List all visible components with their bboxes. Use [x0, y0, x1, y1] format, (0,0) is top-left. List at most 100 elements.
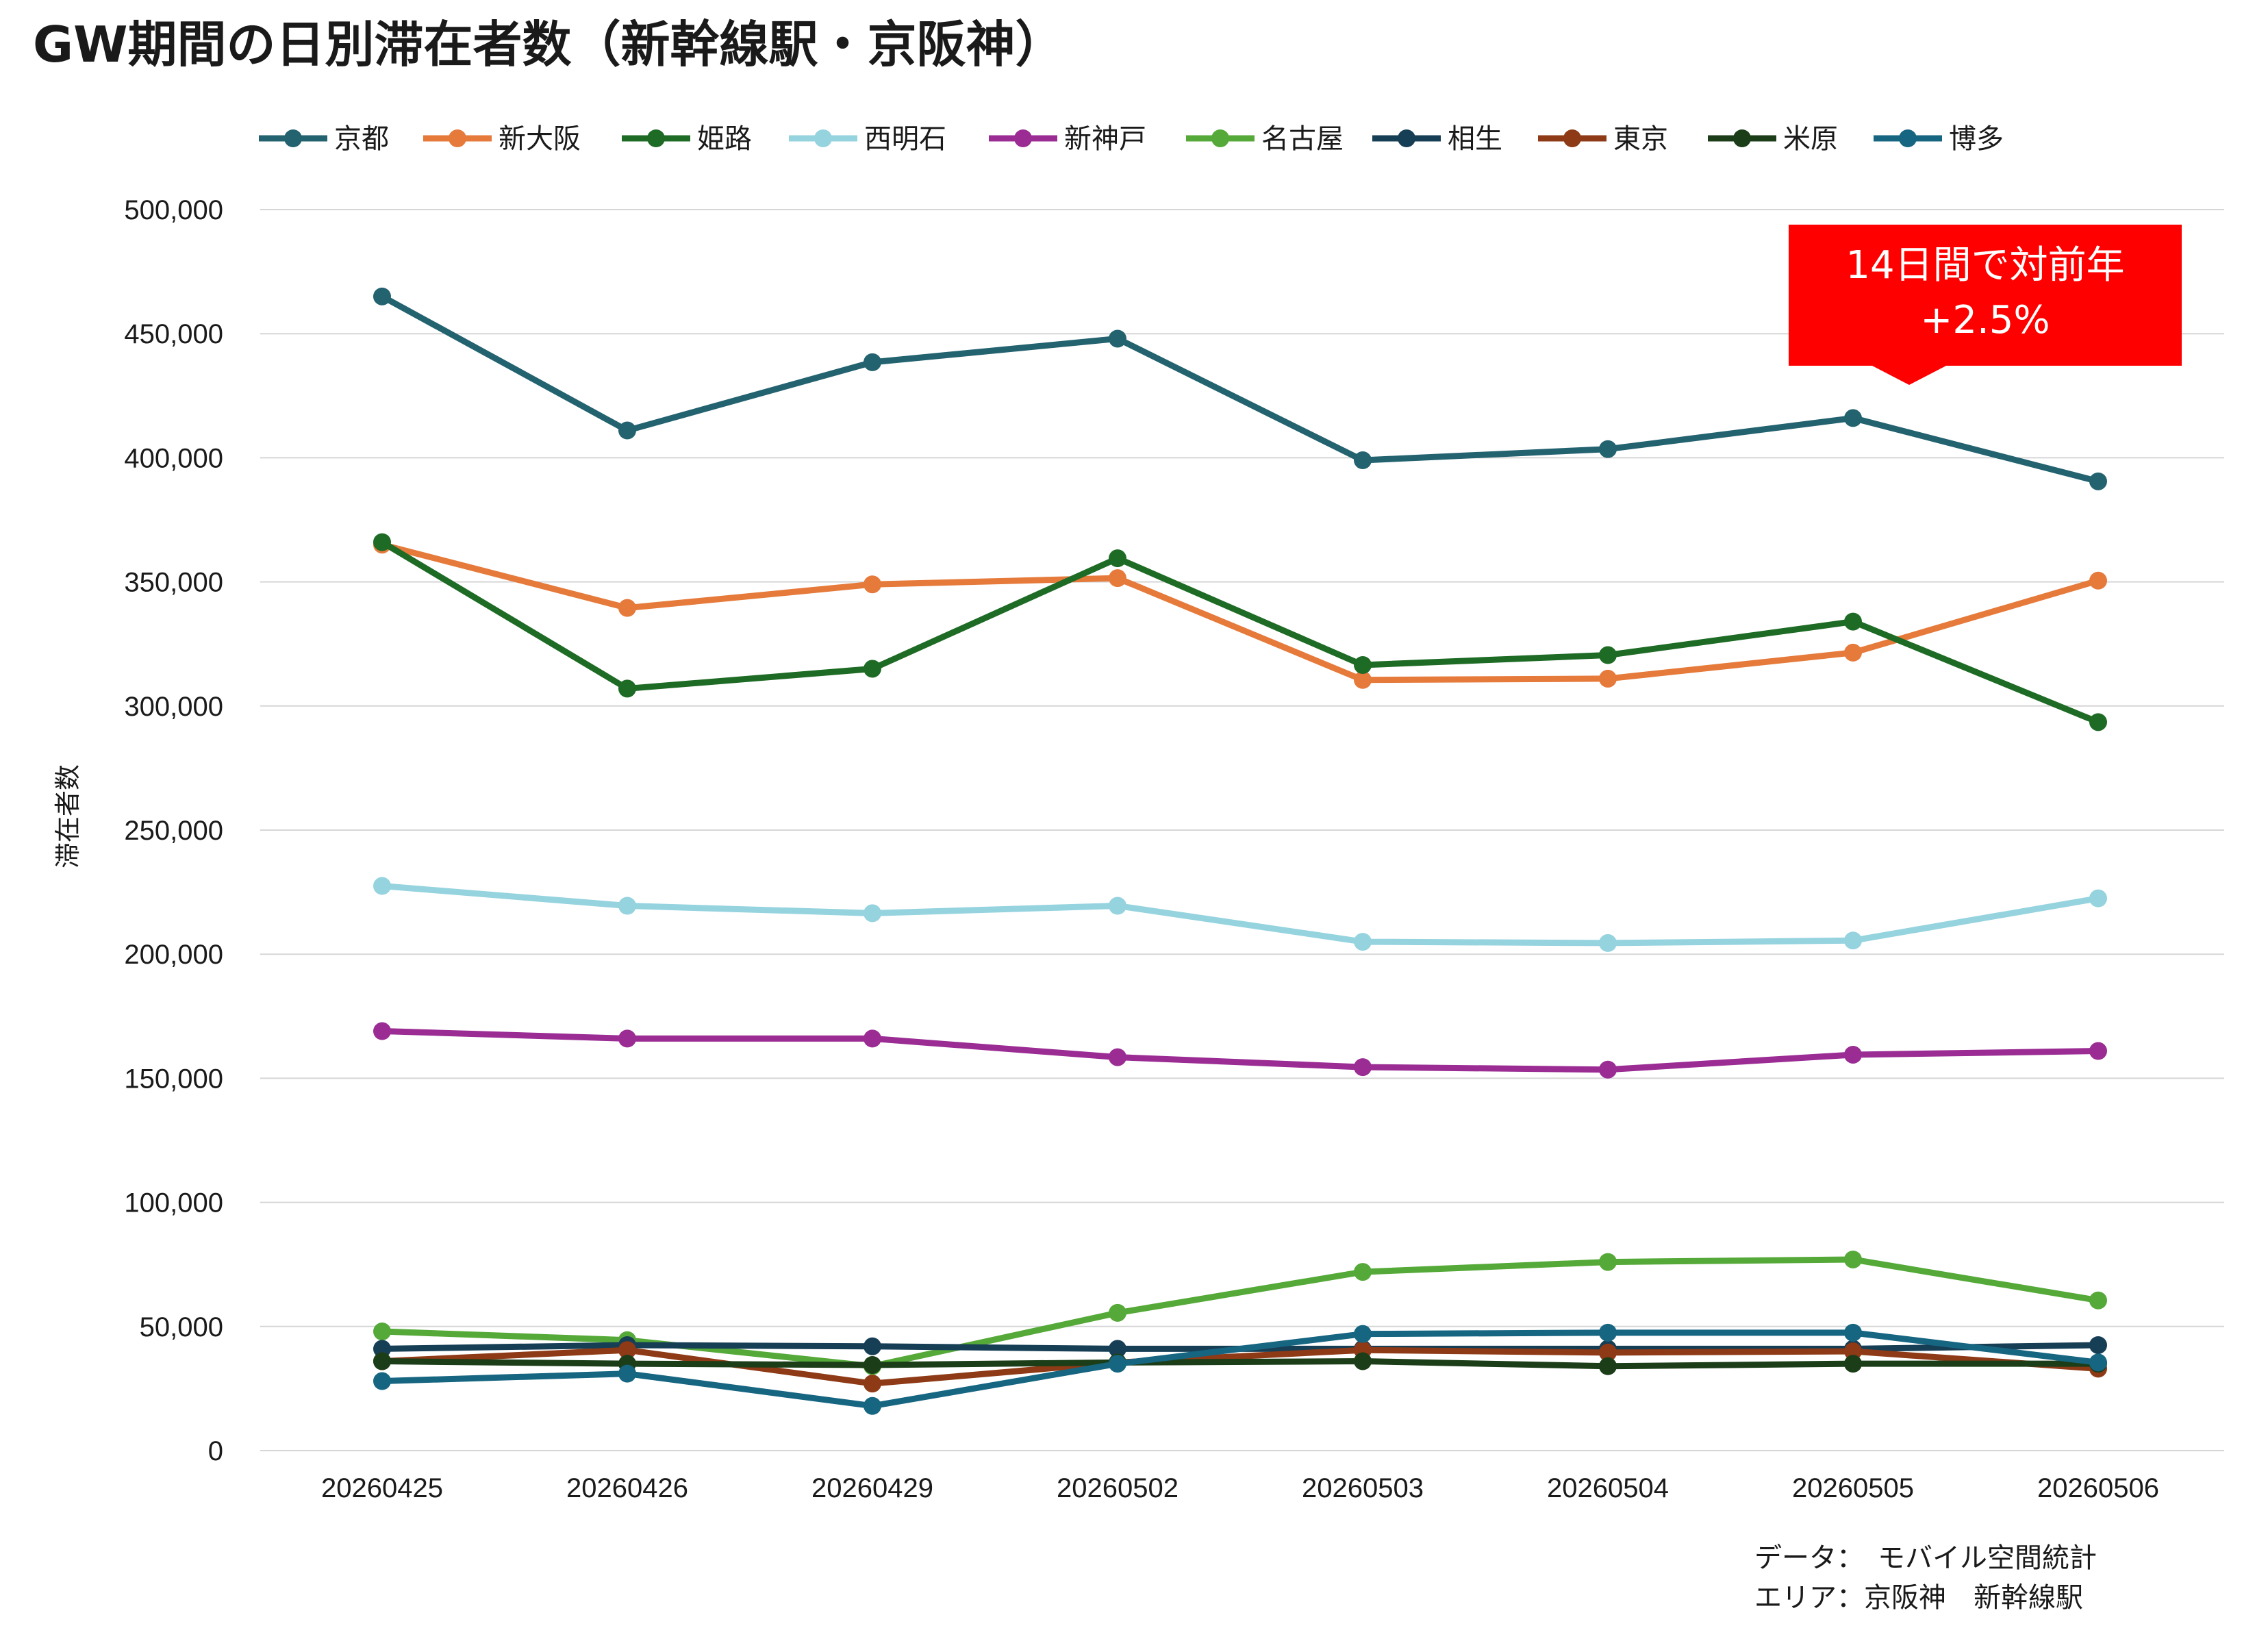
data-point [1599, 934, 1617, 952]
legend-marker [1899, 129, 1917, 147]
legend-label: 米原 [1783, 123, 1838, 155]
x-tick-label: 20260503 [1302, 1473, 1424, 1503]
data-point [373, 1372, 391, 1390]
y-tick-label: 0 [208, 1436, 223, 1466]
series-line [379, 1358, 2102, 1370]
legend-marker [449, 129, 466, 147]
series-line [379, 1329, 2102, 1410]
series-line [379, 541, 2102, 684]
series-lines [373, 287, 2107, 1415]
legend-item: 米原 [1708, 123, 1838, 155]
data-point [2089, 472, 2107, 490]
y-tick-label: 250,000 [124, 816, 223, 846]
legend-marker [1398, 129, 1415, 147]
data-point [1109, 569, 1126, 588]
data-point [618, 1029, 636, 1048]
legend-marker [1563, 129, 1581, 147]
x-tick-label: 20260502 [1057, 1473, 1179, 1503]
data-point [1599, 1357, 1617, 1375]
data-point [864, 1396, 881, 1415]
y-tick-label: 400,000 [124, 443, 223, 473]
data-point [1844, 612, 1862, 631]
data-point [1354, 1352, 1372, 1370]
series-line [379, 293, 2102, 485]
series-line [379, 539, 2102, 725]
data-point [1109, 897, 1126, 915]
data-point [1109, 1303, 1126, 1322]
legend-label: 西明石 [864, 123, 946, 155]
data-point [864, 660, 881, 678]
data-point [1354, 1325, 1372, 1343]
data-point [864, 353, 881, 371]
source-line2: エリア：京阪神 新幹線駅 [1754, 1582, 2083, 1614]
legend-item: 京都 [259, 123, 389, 155]
data-point [1599, 646, 1617, 664]
callout-line1: 14日間で対前年 [1845, 243, 2124, 288]
data-point [1844, 1323, 1862, 1342]
data-point [2089, 889, 2107, 907]
legend-label: 京都 [334, 123, 389, 155]
legend-label: 新大阪 [499, 123, 581, 155]
series-京都 [373, 287, 2107, 490]
data-point [618, 897, 636, 915]
data-point [1844, 1250, 1862, 1268]
data-point [373, 533, 391, 551]
legend-item: 名古屋 [1186, 123, 1344, 155]
data-point [864, 1029, 881, 1048]
data-point [1109, 1048, 1126, 1066]
data-point [864, 575, 881, 594]
data-point [373, 1340, 391, 1358]
y-axis-ticks: 0 50,000 100,000 150,000 200,000 250,000 300,0… [124, 195, 223, 1466]
series-line [379, 1028, 2102, 1073]
y-tick-label: 100,000 [124, 1188, 223, 1218]
data-point [1844, 643, 1862, 662]
data-point [1844, 931, 1862, 950]
data-point [1599, 440, 1617, 458]
legend-marker [1733, 129, 1751, 147]
data-point [2089, 1336, 2107, 1354]
legend-item: 相生 [1372, 123, 1502, 155]
data-point [2089, 571, 2107, 590]
data-point [1844, 1342, 1862, 1361]
source-line1: データ： モバイル空間統計 [1754, 1542, 2097, 1574]
data-point [1109, 549, 1126, 568]
legend-item: 新神戸 [989, 123, 1146, 155]
legend-marker [284, 129, 302, 147]
series-line [379, 1346, 2102, 1387]
x-tick-label: 20260426 [566, 1473, 688, 1503]
data-point [1844, 1045, 1862, 1064]
gridlines [260, 209, 2224, 1451]
data-point [373, 287, 391, 305]
legend-label: 相生 [1448, 123, 1502, 155]
legend-marker [814, 129, 832, 147]
chart-title: GW期間の日別滞在者数（新幹線駅・京阪神） [33, 16, 1065, 73]
legend-label: 名古屋 [1261, 123, 1344, 155]
data-point [618, 421, 636, 440]
legend-label: 姫路 [697, 123, 752, 155]
legend-item: 博多 [1874, 123, 2004, 155]
x-axis-ticks: 20260425 20260426 20260429 20260502 20260503… [321, 1473, 2159, 1503]
data-point [1599, 1253, 1617, 1271]
data-point [618, 1341, 636, 1360]
annotation-callout: 14日間で対前年 +2.5% [1789, 225, 2182, 385]
data-point [2089, 1042, 2107, 1060]
data-point [1354, 1263, 1372, 1281]
x-tick-label: 20260504 [1547, 1473, 1669, 1503]
callout-line2: +2.5% [1920, 298, 2050, 342]
data-point [1109, 1340, 1126, 1358]
y-tick-label: 150,000 [124, 1064, 223, 1094]
legend-marker [647, 129, 665, 147]
data-point [2089, 1291, 2107, 1310]
data-point [1599, 1343, 1617, 1362]
data-point [1354, 656, 1372, 675]
series-西明石 [373, 877, 2107, 952]
data-point [1599, 1323, 1617, 1342]
series-米原 [373, 1352, 2107, 1375]
y-tick-label: 350,000 [124, 568, 223, 598]
legend-marker [1211, 129, 1229, 147]
legend-item: 東京 [1538, 123, 1668, 155]
data-point [1844, 409, 1862, 427]
legend-marker [1014, 129, 1032, 147]
y-tick-label: 300,000 [124, 692, 223, 722]
y-tick-label: 500,000 [124, 195, 223, 225]
